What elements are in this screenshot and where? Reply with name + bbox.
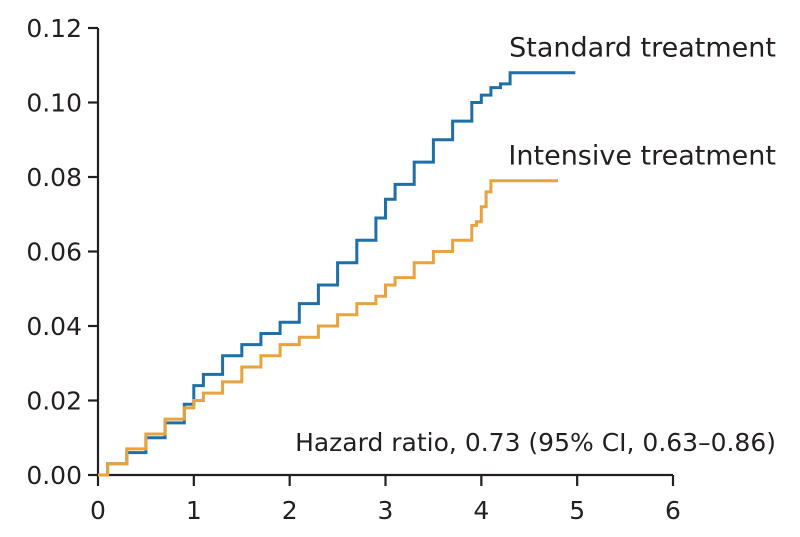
x-tick-label: 1 <box>186 496 202 525</box>
x-tick-label: 2 <box>282 496 298 525</box>
x-ticks: 0 1 2 3 4 5 6 <box>90 475 681 525</box>
x-tick-label: 5 <box>569 496 585 525</box>
series-line-0 <box>98 71 576 477</box>
x-tick-label: 3 <box>378 496 394 525</box>
series-labels: Standard treatment Intensive treatment <box>508 33 776 172</box>
x-tick-label: 6 <box>665 496 681 525</box>
y-tick-label: 0.08 <box>26 163 82 192</box>
series-line-1 <box>98 179 558 477</box>
x-tick-label: 4 <box>473 496 489 525</box>
y-tick-label: 0.06 <box>26 238 82 267</box>
hazard-ratio-annotation: Hazard ratio, 0.73 (95% CI, 0.63–0.86) <box>295 428 776 457</box>
series-label-1: Intensive treatment <box>508 141 776 172</box>
y-tick-label: 0.12 <box>26 14 82 43</box>
y-tick-label: 0.04 <box>26 312 82 341</box>
y-tick-label: 0.00 <box>26 461 82 490</box>
x-tick-label: 0 <box>90 496 106 525</box>
series-lines <box>98 71 576 477</box>
y-tick-label: 0.02 <box>26 387 82 416</box>
y-tick-label: 0.10 <box>26 89 82 118</box>
y-ticks: 0.00 0.02 0.04 0.06 0.08 0.10 0.12 <box>26 14 98 490</box>
series-label-0: Standard treatment <box>509 33 776 64</box>
